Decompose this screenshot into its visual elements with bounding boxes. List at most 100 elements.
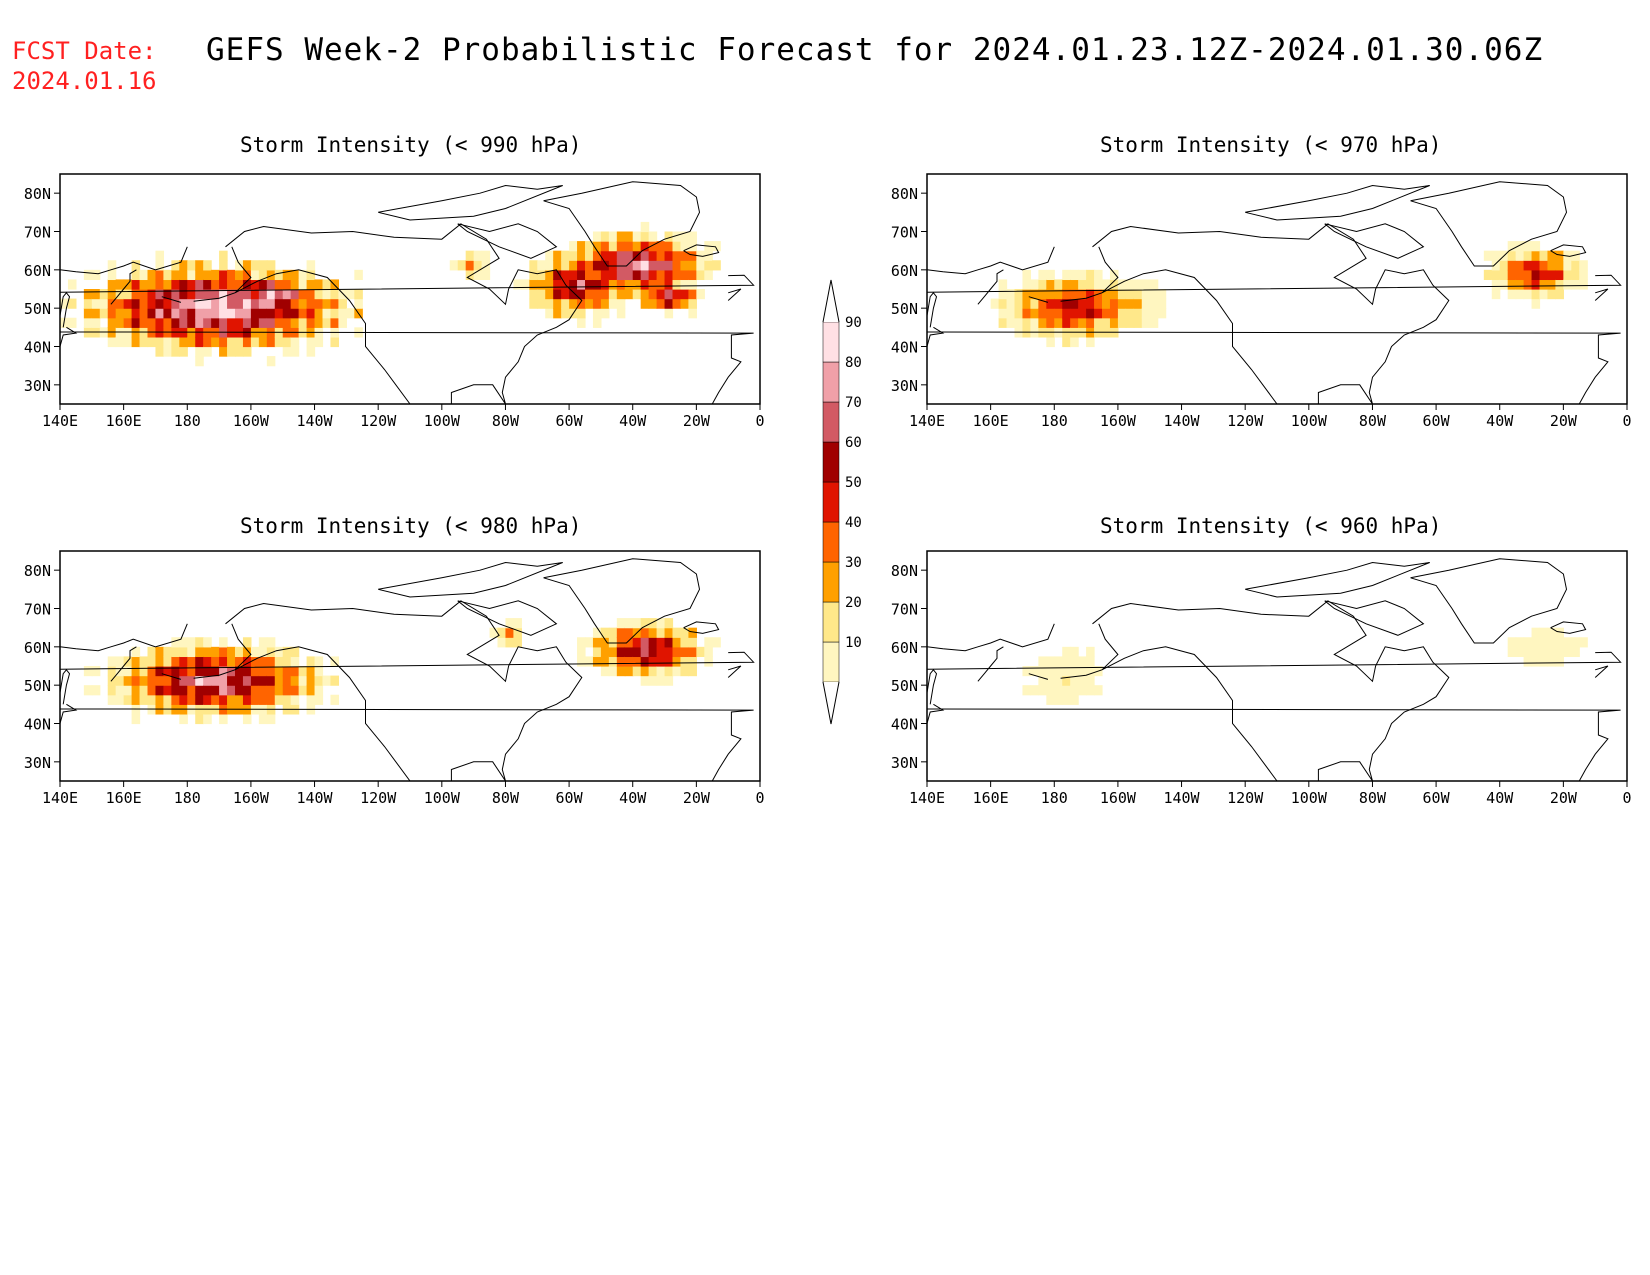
- probability-cell: [203, 656, 212, 667]
- probability-cell: [147, 289, 157, 300]
- probability-cell: [1571, 637, 1580, 648]
- lat-label: 30N: [891, 754, 918, 772]
- probability-cell: [1086, 336, 1095, 348]
- coastline: [60, 623, 188, 652]
- probability-cell: [123, 694, 133, 705]
- panel-title-970: Storm Intensity (< 970 hPa): [1100, 133, 1442, 157]
- probability-cell: [1547, 250, 1557, 261]
- probability-cell: [1038, 279, 1047, 290]
- probability-cell: [545, 289, 554, 300]
- probability-cell: [290, 308, 300, 319]
- probability-cell: [155, 289, 165, 300]
- probability-cell: [616, 618, 626, 629]
- probability-cell: [640, 618, 650, 629]
- probability-cell: [123, 675, 133, 686]
- probability-cell: [616, 298, 626, 309]
- probability-cell: [290, 279, 300, 290]
- probability-cell: [227, 694, 236, 705]
- probability-cell: [1022, 298, 1032, 309]
- probability-cell: [99, 298, 109, 309]
- probability-cell: [1109, 279, 1119, 290]
- probability-cell: [680, 250, 690, 261]
- probability-cell: [1006, 289, 1016, 300]
- probability-cell: [1523, 637, 1533, 648]
- probability-cell: [1133, 279, 1143, 290]
- probability-cell: [242, 260, 252, 271]
- lon-label: 140W: [1163, 789, 1200, 807]
- coastline: [1245, 184, 1430, 221]
- probability-cell: [171, 336, 180, 348]
- probability-cell: [513, 279, 522, 290]
- probability-cell: [656, 618, 666, 629]
- probability-cell: [306, 666, 316, 677]
- probability-cell: [1125, 317, 1135, 328]
- probability-cell: [1149, 279, 1159, 290]
- probability-cell: [83, 317, 93, 328]
- probability-cell: [139, 279, 149, 290]
- probability-cell: [306, 298, 316, 309]
- probability-cell: [227, 298, 236, 309]
- probability-cell: [624, 279, 634, 290]
- probability-cell: [1086, 289, 1095, 300]
- coastline: [543, 558, 701, 644]
- probability-cell: [171, 685, 180, 696]
- probability-cell: [306, 289, 316, 300]
- probability-cell: [497, 627, 507, 638]
- lat-label: 80N: [891, 562, 918, 580]
- probability-cell: [211, 336, 220, 348]
- lon-label: 100W: [424, 412, 461, 430]
- probability-cell: [1006, 308, 1016, 319]
- probability-cell: [648, 279, 658, 290]
- probability-cell: [250, 298, 260, 309]
- probability-cell: [99, 289, 109, 300]
- probability-cell: [107, 269, 117, 281]
- coastline: [225, 600, 583, 781]
- coastline: [927, 669, 938, 705]
- probability-cell: [266, 336, 276, 348]
- probability-cell: [577, 656, 586, 667]
- probability-cell: [704, 269, 713, 281]
- probability-cell: [203, 713, 212, 725]
- probability-cell: [1539, 656, 1549, 667]
- probability-cell: [266, 666, 276, 677]
- probability-cell: [465, 250, 475, 261]
- probability-cell: [616, 269, 626, 281]
- probability-cell: [266, 356, 276, 367]
- probability-cell: [1102, 279, 1111, 290]
- probability-cell: [250, 675, 260, 686]
- probability-cell: [306, 308, 316, 319]
- probability-cell: [569, 269, 578, 281]
- probability-cell: [266, 289, 276, 300]
- probability-cell: [1555, 260, 1564, 271]
- probability-cell: [1054, 308, 1063, 319]
- probability-cell: [1046, 675, 1055, 686]
- coastline: [927, 246, 1055, 275]
- probability-cell: [211, 269, 220, 281]
- probability-cell: [298, 298, 308, 309]
- probability-cell: [577, 241, 586, 252]
- lon-label: 80W: [492, 789, 520, 807]
- probability-cell: [290, 646, 300, 658]
- probability-cell: [1070, 646, 1079, 658]
- coastline: [1092, 600, 1450, 781]
- probability-cell: [664, 627, 674, 638]
- probability-cell: [1054, 289, 1063, 300]
- probability-cell: [1070, 317, 1079, 328]
- probability-cell: [115, 685, 125, 696]
- map-panel-p980: 80N 70N 60N 50N 40N 30N 140E 160E 180 160W 140W 120…: [24, 550, 765, 807]
- probability-cell: [656, 627, 666, 638]
- probability-cell: [242, 269, 252, 281]
- coastline: [60, 669, 71, 705]
- probability-cell: [1022, 666, 1032, 677]
- probability-cell: [266, 675, 276, 686]
- probability-cell: [656, 298, 666, 309]
- probability-cell: [203, 666, 212, 677]
- probability-cell: [632, 637, 642, 648]
- probability-cell: [616, 656, 626, 667]
- coastline: [1245, 561, 1430, 598]
- probability-cell: [545, 298, 554, 309]
- probability-cell: [306, 346, 316, 357]
- probability-cell: [250, 308, 260, 319]
- coastlines: [60, 181, 755, 404]
- coastline: [927, 623, 1055, 652]
